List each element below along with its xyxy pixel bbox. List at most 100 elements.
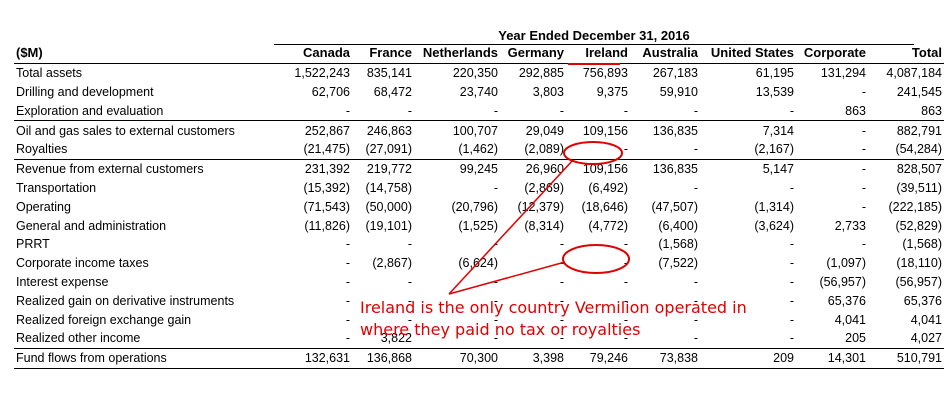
cell-united-states: - <box>789 312 794 327</box>
cell-germany: - <box>559 312 564 327</box>
cell-netherlands: (1,462) <box>458 142 498 157</box>
cell-united-states: 5,147 <box>700 158 796 179</box>
cell-ireland: - <box>623 293 628 308</box>
row-label: Revenue from external customers <box>14 158 272 179</box>
cell-corporate: (56,957) <box>819 274 866 289</box>
cell-total: 4,041 <box>910 312 942 327</box>
table-row: PRRT - - - - - (1,568) - - (1,568) <box>14 235 944 254</box>
cell-canada: - <box>345 237 350 252</box>
cell-corporate: - <box>796 158 868 179</box>
cell-corporate: 4,041 <box>834 312 866 327</box>
cell-canada: 132,631 <box>272 347 352 369</box>
cell-total: 4,087,184 <box>886 66 942 81</box>
cell-united-states: - <box>789 293 794 308</box>
cell-netherlands: - <box>493 274 498 289</box>
cell-ireland: - <box>623 331 628 346</box>
cell-germany: 3,803 <box>532 84 564 99</box>
table-row: Operating (71,543) (50,000) (20,796) (12,379… <box>14 197 944 216</box>
cell-corporate: 131,294 <box>820 66 866 81</box>
col-header-canada: Canada <box>272 44 352 64</box>
row-label: Drilling and development <box>16 84 154 99</box>
cell-total: (56,957) <box>895 274 942 289</box>
cell-france: - <box>407 274 412 289</box>
cell-corporate: - <box>861 199 866 214</box>
cell-total: (1,568) <box>902 237 942 252</box>
cell-united-states: - <box>789 180 794 195</box>
cell-ireland: - <box>623 142 628 157</box>
cell-total: 510,791 <box>868 347 944 369</box>
cell-ireland: 109,156 <box>566 120 630 140</box>
cell-germany: - <box>559 103 564 118</box>
cell-total: (18,110) <box>896 256 942 271</box>
cell-germany: 3,398 <box>500 347 566 369</box>
cell-ireland: (6,492) <box>588 180 628 195</box>
cell-total: 863 <box>921 103 942 118</box>
cell-france: 3,822 <box>380 331 412 346</box>
cell-netherlands: (6,624) <box>458 256 498 271</box>
cell-germany: - <box>559 237 564 252</box>
cell-corporate: - <box>861 142 866 157</box>
cell-total: (52,829) <box>895 218 942 233</box>
cell-total: (222,185) <box>888 199 942 214</box>
cell-ireland: - <box>623 274 628 289</box>
row-label: Interest expense <box>16 274 109 289</box>
cell-united-states: - <box>789 331 794 346</box>
cell-australia: - <box>693 142 698 157</box>
cell-australia: - <box>693 274 698 289</box>
cell-canada: 62,706 <box>311 84 350 99</box>
cell-germany: - <box>559 274 564 289</box>
col-header-australia: Australia <box>630 44 700 64</box>
cell-france: - <box>407 293 412 308</box>
cell-canada: - <box>345 312 350 327</box>
col-header-germany: Germany <box>500 44 566 64</box>
cell-united-states: (1,314) <box>754 199 794 214</box>
row-label: Realized gain on derivative instruments <box>16 293 235 308</box>
col-header-total: Total <box>868 44 944 64</box>
cell-australia: - <box>693 312 698 327</box>
cell-total: 4,027 <box>910 331 942 346</box>
col-header-netherlands: Netherlands <box>414 44 500 64</box>
cell-canada: - <box>345 331 350 346</box>
cell-australia: 73,838 <box>630 347 700 369</box>
cell-france: (19,101) <box>365 218 412 233</box>
cell-canada: (15,392) <box>303 180 350 195</box>
cell-germany: 29,049 <box>500 120 566 140</box>
cell-australia: 136,835 <box>630 120 700 140</box>
row-label: Royalties <box>16 142 68 157</box>
col-header-france: France <box>352 44 414 64</box>
cell-canada: 1,522,243 <box>294 66 350 81</box>
row-label: Total assets <box>16 66 83 81</box>
row-label: Corporate income taxes <box>16 256 149 271</box>
col-header-ireland: Ireland <box>566 44 630 64</box>
cell-total: (54,284) <box>895 142 942 157</box>
cell-corporate: (1,097) <box>826 256 866 271</box>
cell-canada: (21,475) <box>303 142 350 157</box>
table-row: Transportation (15,392) (14,758) - (2,869) (6… <box>14 179 944 198</box>
cell-netherlands: (1,525) <box>458 218 498 233</box>
cell-united-states: (3,624) <box>754 218 794 233</box>
cell-australia: (47,507) <box>651 199 698 214</box>
cell-canada: (71,543) <box>303 199 350 214</box>
row-label: Realized foreign exchange gain <box>16 312 192 327</box>
annotation-line-1: Ireland is the only country Vermilion op… <box>360 298 747 317</box>
row-label: Transportation <box>16 180 97 195</box>
cell-canada: - <box>345 256 350 271</box>
cell-germany: (2,089) <box>524 142 564 157</box>
cell-corporate: - <box>861 84 866 99</box>
cell-corporate: 863 <box>845 103 866 118</box>
cell-ireland: (18,646) <box>581 199 628 214</box>
table-row: Total assets 1,522,243 835,141 220,350 292,8… <box>14 63 944 82</box>
table-row: Realized foreign exchange gain - - - - - - - 4,0… <box>14 310 944 329</box>
cell-australia: - <box>693 180 698 195</box>
cell-australia: 267,183 <box>652 66 698 81</box>
annotation-text: Ireland is the only country Vermilion op… <box>360 297 747 341</box>
annotation-line-2: where they paid no tax or royalties <box>360 320 641 339</box>
cell-united-states: 7,314 <box>700 120 796 140</box>
cell-canada: 252,867 <box>272 120 352 140</box>
cell-netherlands: 70,300 <box>414 347 500 369</box>
cell-germany: (12,379) <box>517 199 564 214</box>
cell-australia: 59,910 <box>659 84 698 99</box>
cell-germany: - <box>559 293 564 308</box>
cell-germany: (2,869) <box>524 180 564 195</box>
cell-total: 65,376 <box>903 293 942 308</box>
